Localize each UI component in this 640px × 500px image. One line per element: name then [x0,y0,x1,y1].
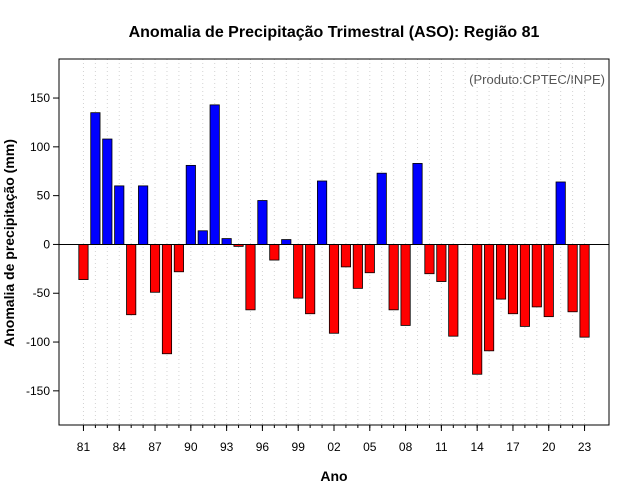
bar-1999 [293,244,304,299]
y-tick-label: 150 [30,91,50,105]
y-tick-label: 100 [30,140,50,154]
x-tick-label: 08 [399,440,413,454]
bars [78,104,590,375]
bar-1983 [102,138,113,245]
bar-1996 [257,200,268,245]
bar-2022 [567,244,578,313]
bar-1993 [221,238,232,245]
bar-2008 [400,244,411,326]
bar-1992 [209,104,220,245]
chart-title: Anomalia de Precipitação Trimestral (ASO… [129,24,540,41]
x-tick-label: 05 [363,440,377,454]
bar-2011 [436,244,447,282]
bar-1986 [138,185,149,245]
bar-2006 [376,172,387,245]
bar-2021 [555,181,566,245]
bar-1990 [185,164,196,245]
bar-2007 [388,244,399,311]
bar-2005 [364,244,375,274]
bar-1998 [281,239,292,245]
bar-2015 [484,244,495,352]
x-tick-label: 81 [77,440,91,454]
x-axis-title: Ano [320,468,347,484]
x-tick-label: 20 [542,440,556,454]
bar-2001 [317,180,328,245]
y-tick-label: -50 [33,286,51,300]
x-tick-label: 02 [327,440,341,454]
bar-2004 [352,244,363,289]
bar-2019 [531,244,542,308]
y-tick-label: 50 [37,189,51,203]
axes: -150 -100 -50 0 50 100 150 81 84 87 90 93 96 99 02 05 08… [26,58,610,454]
x-tick-label: 99 [292,440,306,454]
bar-2018 [519,244,530,327]
bar-1989 [173,244,184,273]
bar-2014 [472,244,483,375]
x-tick-label: 90 [184,440,198,454]
x-tick-label: 96 [256,440,270,454]
bar-2012 [448,244,459,337]
x-tick-label: 17 [506,440,520,454]
y-tick-label: 0 [43,237,50,251]
y-axis-title: Anomalia de precipitação (mm) [1,139,17,347]
bar-2002 [328,244,340,334]
bar-2016 [495,244,507,300]
x-tick-label: 14 [470,440,484,454]
bar-2000 [305,244,316,315]
bar-1988 [161,244,173,355]
bar-1982 [90,112,101,245]
bar-1984 [114,185,125,245]
bar-1981 [78,244,89,280]
bar-1985 [126,244,137,316]
x-tick-label: 87 [148,440,162,454]
bar-1987 [149,244,161,293]
y-tick-label: -100 [26,335,50,349]
bar-1995 [245,244,256,311]
y-tick-label: -150 [26,384,50,398]
bar-2010 [424,244,435,275]
x-tick-label: 23 [578,440,592,454]
bar-2003 [340,244,351,268]
bar-2009 [412,163,423,245]
bar-1997 [269,244,280,261]
x-tick-label: 93 [220,440,234,454]
grid-lines [82,59,586,425]
bar-2017 [507,244,519,315]
x-tick-label: 11 [435,440,448,454]
bar-2023 [579,244,590,338]
bar-2020 [543,244,554,318]
bar-1991 [197,230,208,245]
x-tick-label: 84 [113,440,127,454]
